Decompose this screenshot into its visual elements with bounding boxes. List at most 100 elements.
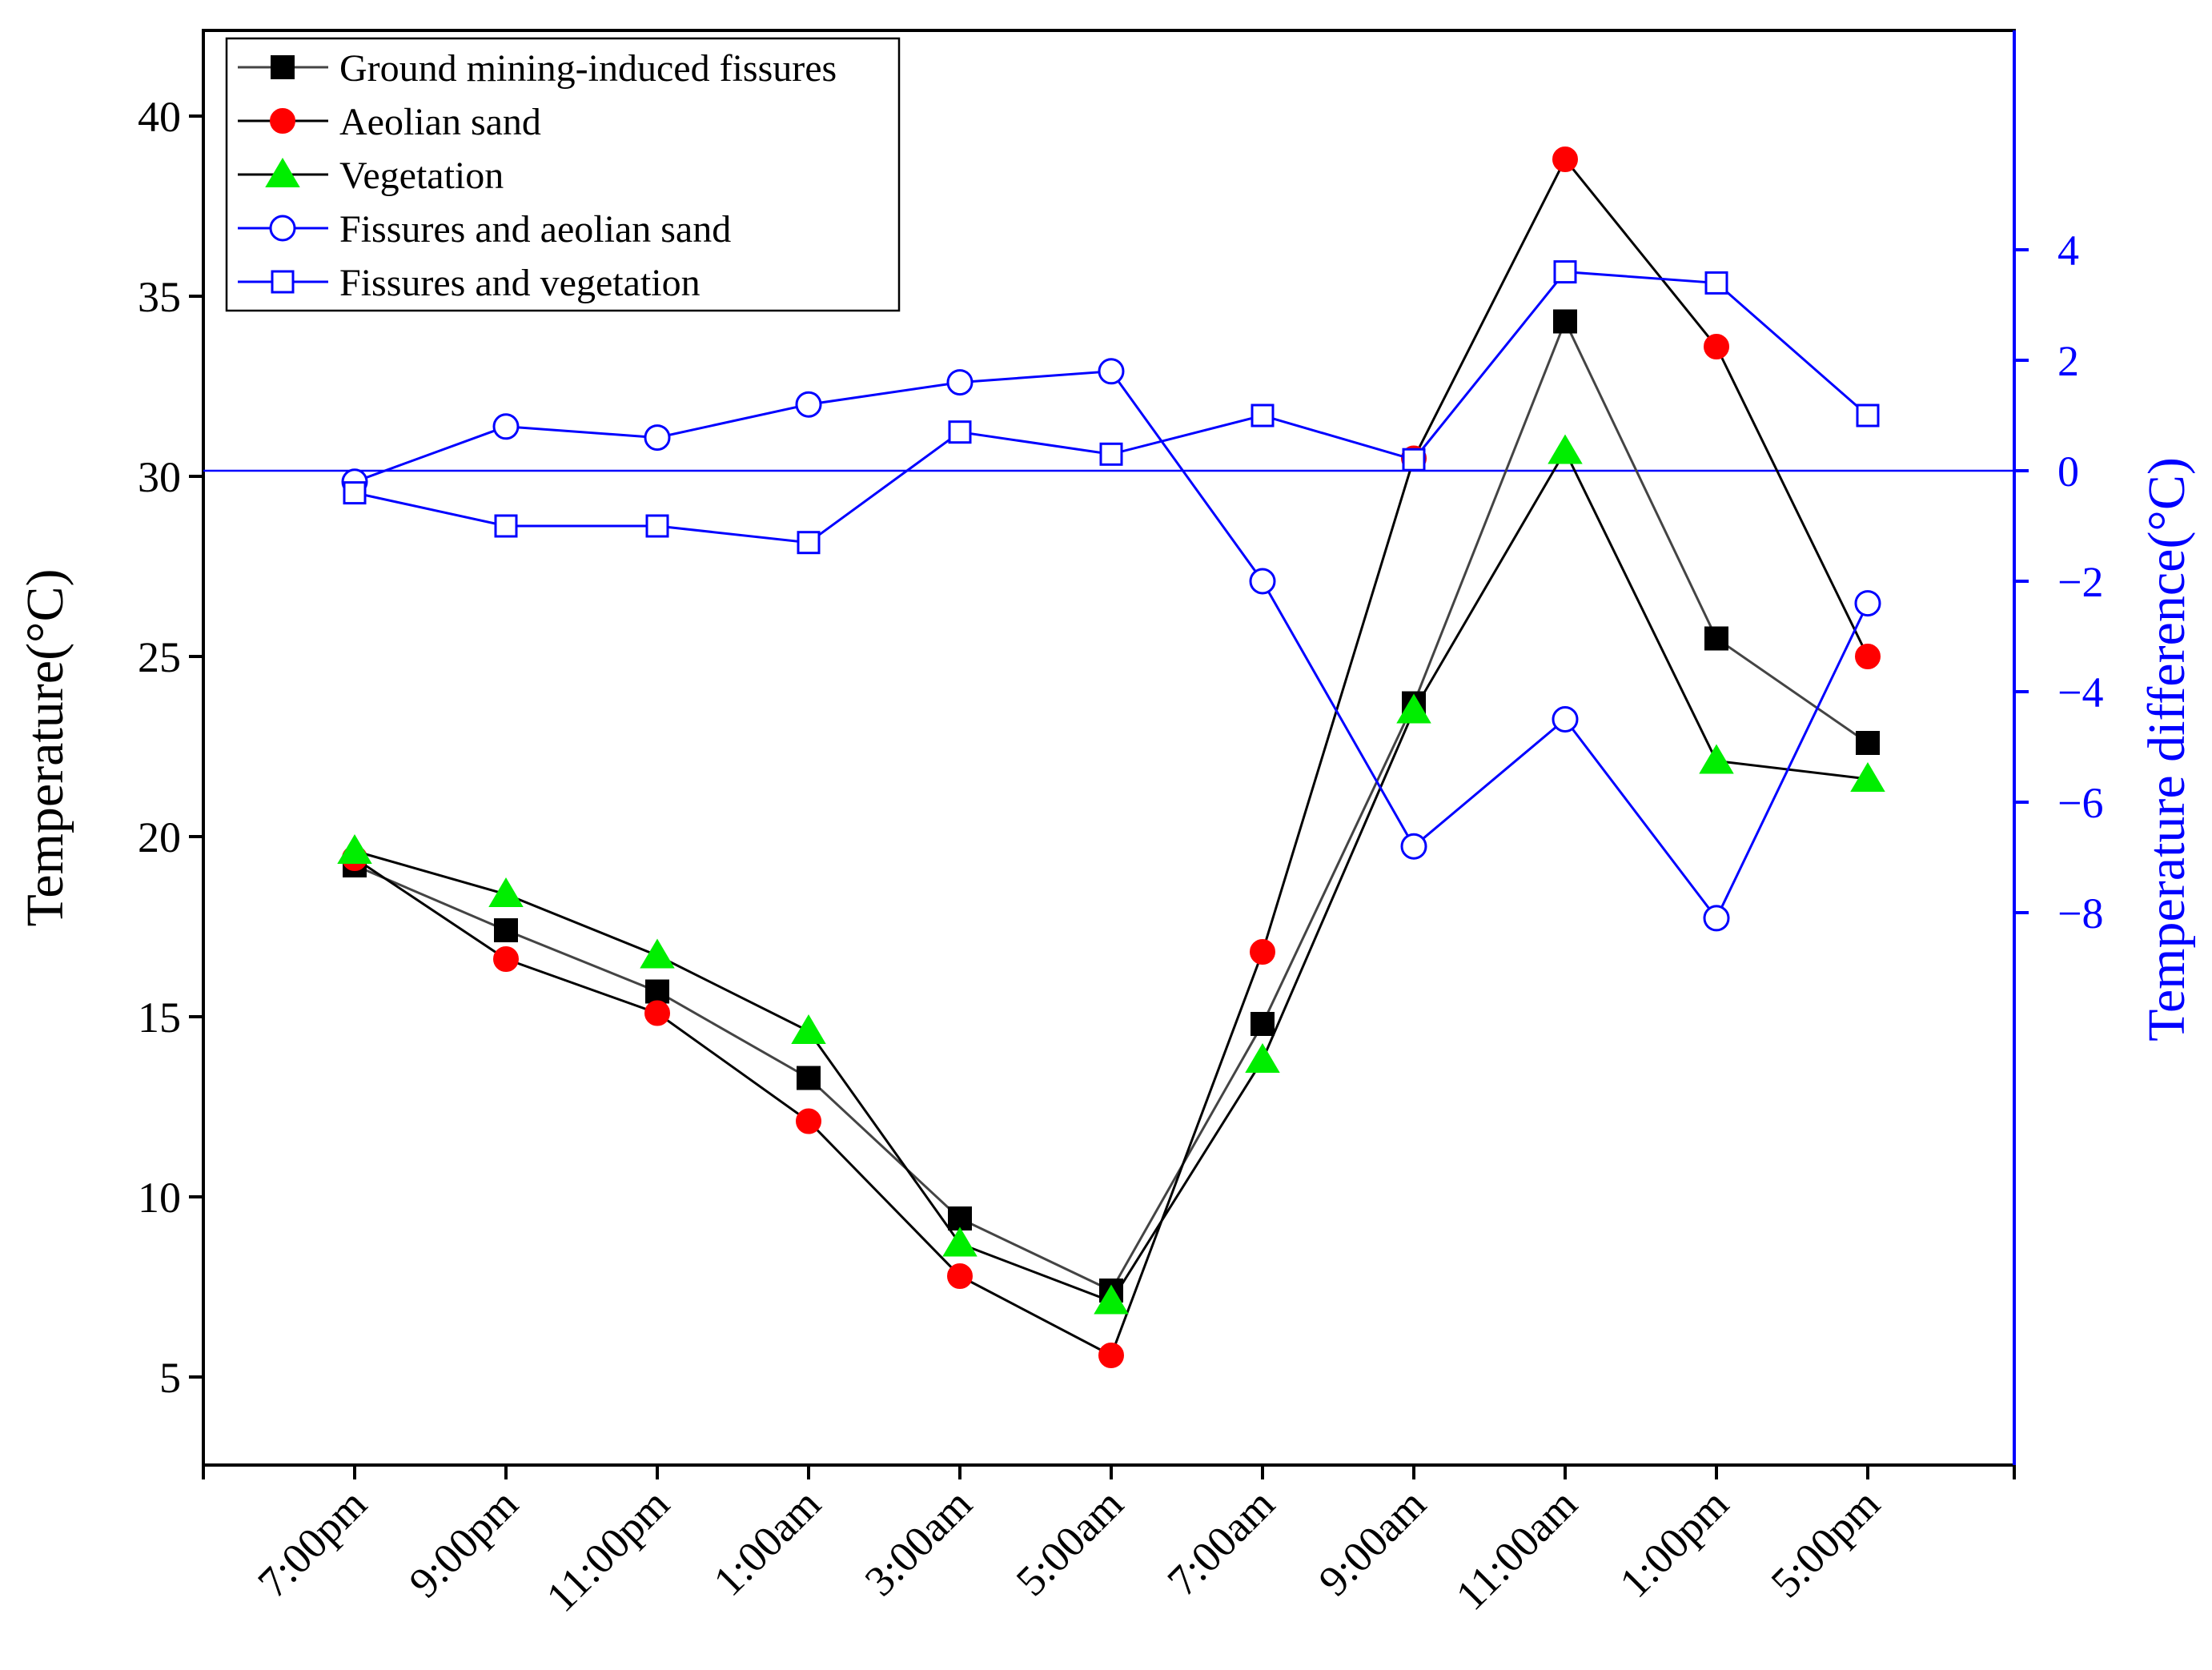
series-2	[337, 434, 1885, 1315]
left-tick-label: 15	[138, 994, 181, 1042]
data-point	[1703, 905, 1730, 932]
data-point	[645, 979, 669, 1004]
series-line	[354, 271, 1869, 544]
data-point	[343, 481, 367, 505]
x-tick-label: 3:00am	[856, 1479, 982, 1605]
data-point	[796, 1108, 821, 1134]
data-point	[494, 514, 518, 538]
data-point	[1548, 434, 1583, 464]
left-tick-label: 40	[138, 93, 181, 141]
data-point	[1249, 568, 1276, 595]
right-tick-label: 2	[2057, 337, 2079, 385]
left-tick-label: 35	[138, 273, 181, 321]
legend-label: Fissures and aeolian sand	[339, 208, 731, 251]
legend-box	[225, 37, 901, 312]
series-3	[341, 358, 1881, 932]
data-point	[1098, 1343, 1124, 1368]
data-point	[1552, 706, 1579, 733]
right-tick-label: 0	[2057, 448, 2079, 496]
legend-item: Fissures and vegetation	[238, 262, 701, 304]
left-tick-label: 5	[159, 1354, 181, 1402]
legend-marker	[265, 158, 300, 187]
left-tick-label: 10	[138, 1174, 181, 1222]
data-point	[1245, 1043, 1280, 1073]
data-point	[1400, 833, 1427, 860]
data-point	[1251, 403, 1275, 428]
x-tick-label: 9:00am	[1310, 1479, 1435, 1605]
legend-item: Ground mining-induced fissures	[238, 47, 837, 90]
x-tick-label: 11:00pm	[537, 1479, 679, 1621]
data-point	[488, 877, 524, 907]
data-point	[1704, 271, 1728, 295]
series-line	[354, 448, 1869, 1303]
data-point	[1856, 731, 1880, 755]
data-point	[1856, 403, 1880, 428]
legend-label: Aeolian sand	[339, 101, 541, 143]
legend-label: Fissures and vegetation	[339, 262, 701, 304]
x-tick-label: 11:00am	[1447, 1479, 1587, 1620]
data-point	[1094, 1284, 1129, 1315]
x-tick-label: 7:00pm	[248, 1479, 375, 1607]
data-point	[947, 1263, 973, 1289]
data-point	[1699, 744, 1734, 774]
legend-marker	[269, 215, 296, 242]
series-line	[354, 318, 1869, 1292]
legend-marker	[271, 55, 295, 79]
x-tick-label: 9:00pm	[399, 1479, 527, 1607]
legend-item: Aeolian sand	[238, 101, 541, 143]
data-point	[640, 938, 675, 969]
data-point	[644, 1000, 670, 1026]
data-point	[494, 918, 518, 942]
data-point	[946, 369, 974, 396]
data-point	[795, 391, 822, 418]
data-point	[1553, 260, 1577, 284]
left-tick-label: 20	[138, 813, 181, 861]
data-point	[1704, 334, 1729, 359]
series-line	[354, 157, 1869, 1358]
data-point	[948, 1206, 972, 1230]
right-tick-label: 4	[2057, 227, 2079, 275]
right-tick-label: −2	[2057, 558, 2103, 606]
x-tick-label: 5:00pm	[1761, 1479, 1889, 1607]
data-point	[645, 514, 669, 538]
data-point	[1251, 1012, 1275, 1036]
data-point	[644, 424, 671, 452]
data-point	[1250, 939, 1275, 965]
data-point	[1704, 626, 1728, 651]
data-point	[1850, 762, 1885, 792]
series-1	[342, 147, 1881, 1368]
series-0	[343, 309, 1880, 1303]
legend-label: Ground mining-induced fissures	[339, 47, 837, 90]
data-point	[1552, 147, 1578, 172]
data-point	[1396, 693, 1431, 724]
data-point	[492, 413, 520, 440]
left-tick-label: 30	[138, 453, 181, 501]
data-point	[948, 420, 972, 444]
x-tick-label: 1:00am	[705, 1479, 830, 1605]
y-axis-right-title: Temperature difference(°C)	[2138, 457, 2196, 1042]
series-4	[343, 260, 1880, 555]
left-tick-label: 25	[138, 633, 181, 681]
y-axis-title: Temperature(°C)	[16, 569, 74, 927]
right-tick-label: −8	[2057, 889, 2103, 937]
data-point	[1402, 448, 1426, 472]
right-tick-label: −4	[2057, 668, 2103, 717]
legend-marker	[270, 108, 295, 134]
data-point	[1553, 309, 1577, 334]
data-point	[1099, 442, 1123, 466]
x-tick-label: 1:00pm	[1610, 1479, 1737, 1607]
data-point	[1854, 590, 1881, 617]
legend-item: Vegetation	[238, 155, 504, 197]
data-point	[1855, 644, 1881, 669]
data-point	[493, 946, 519, 972]
legend-item: Fissures and aeolian sand	[238, 208, 731, 251]
x-tick-label: 7:00am	[1158, 1479, 1284, 1605]
legend-label: Vegetation	[339, 155, 504, 197]
data-point	[337, 834, 372, 864]
data-point	[797, 531, 821, 555]
right-tick-label: −6	[2057, 779, 2103, 827]
x-tick-label: 5:00am	[1007, 1479, 1133, 1605]
data-point	[1098, 358, 1125, 385]
data-point	[797, 1066, 821, 1090]
